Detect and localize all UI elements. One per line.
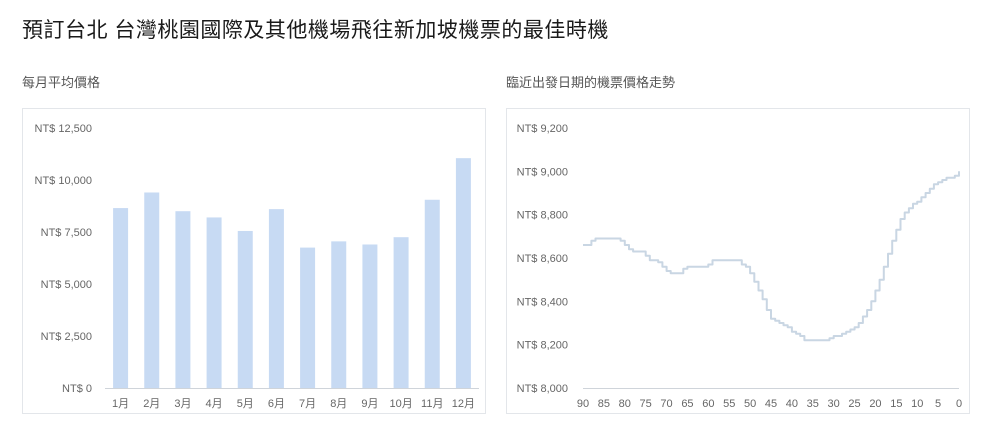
price-trend-line xyxy=(583,171,960,342)
bar-x-tick-label: 3月 xyxy=(174,398,191,410)
line-x-tick-label: 80 xyxy=(619,398,631,410)
line-x-tick-label: 35 xyxy=(807,398,819,410)
bar[interactable] xyxy=(144,192,160,388)
bar-x-tick-label: 6月 xyxy=(268,398,285,410)
page-title: 預訂台北 台灣桃園國際及其他機場飛往新加坡機票的最佳時機 xyxy=(22,19,609,42)
line-chart-title: 臨近出發日期的機票價格走勢 xyxy=(506,75,676,90)
monthly-average-price-chart: NT$ 0 NT$ 2,500 NT$ 5,000 NT$ 7,500 NT$ 10,0… xyxy=(22,108,486,414)
bar[interactable] xyxy=(424,199,440,388)
line-y-tick-label: NT$ 9,200 xyxy=(517,123,568,135)
line-y-tick-label: NT$ 9,000 xyxy=(517,166,568,178)
bar-x-tick-label: 11月 xyxy=(421,398,443,410)
line-x-tick-label: 85 xyxy=(598,398,610,410)
line-y-tick-label: NT$ 8,000 xyxy=(517,383,568,395)
bar[interactable] xyxy=(362,244,378,388)
line-x-tick-label: 60 xyxy=(702,398,714,410)
line-x-tick-label: 25 xyxy=(848,398,860,410)
bar-x-tick-label: 4月 xyxy=(206,398,223,410)
line-x-tick-label: 50 xyxy=(744,398,756,410)
bar-y-tick-label: NT$ 12,500 xyxy=(35,123,92,135)
bar[interactable] xyxy=(331,241,347,388)
line-x-tick-label: 45 xyxy=(765,398,777,410)
line-x-tick-label: 40 xyxy=(786,398,798,410)
line-x-tick-label: 65 xyxy=(681,398,693,410)
bar-chart-svg: NT$ 0 NT$ 2,500 NT$ 5,000 NT$ 7,500 NT$ 10,0… xyxy=(35,123,479,410)
line-y-tick-label: NT$ 8,200 xyxy=(517,340,568,352)
bar[interactable] xyxy=(300,247,316,388)
bar[interactable] xyxy=(113,208,129,388)
bar-y-tick-label: NT$ 0 xyxy=(62,383,92,395)
bar-x-tick-label: 8月 xyxy=(330,398,347,410)
line-x-tick-label: 70 xyxy=(660,398,672,410)
bar[interactable] xyxy=(237,230,253,388)
bar[interactable] xyxy=(206,217,222,388)
bar[interactable] xyxy=(175,211,191,388)
bar-y-tick-label: NT$ 5,000 xyxy=(41,279,92,291)
bar-x-tick-label: 12月 xyxy=(452,398,475,410)
bar-y-tick-label: NT$ 2,500 xyxy=(41,331,92,343)
bar[interactable] xyxy=(455,158,471,388)
line-x-tick-label: 55 xyxy=(723,398,735,410)
line-x-tick-label: 75 xyxy=(640,398,652,410)
bar[interactable] xyxy=(268,209,284,388)
line-y-tick-label: NT$ 8,800 xyxy=(517,210,568,222)
bar-x-tick-label: 1月 xyxy=(112,398,129,410)
bar-x-tick-label: 2月 xyxy=(143,398,160,410)
line-chart-svg: NT$ 8,000 NT$ 8,200 NT$ 8,400 NT$ 8,600 NT$ … xyxy=(517,123,962,410)
line-x-tick-label: 5 xyxy=(935,398,941,410)
line-x-tick-label: 15 xyxy=(890,398,902,410)
line-x-tick-label: 90 xyxy=(577,398,589,410)
line-x-tick-label: 0 xyxy=(956,398,962,410)
line-x-tick-label: 20 xyxy=(869,398,881,410)
bar-y-tick-label: NT$ 7,500 xyxy=(41,227,92,239)
bar-y-tick-label: NT$ 10,000 xyxy=(35,175,92,187)
bar-x-tick-label: 9月 xyxy=(361,398,378,410)
bar-x-tick-label: 5月 xyxy=(237,398,254,410)
bar-chart-title: 每月平均價格 xyxy=(22,75,101,90)
bar-x-tick-label: 10月 xyxy=(389,398,412,410)
line-y-tick-label: NT$ 8,400 xyxy=(517,296,568,308)
bar-x-tick-label: 7月 xyxy=(299,398,316,410)
line-x-tick-label: 10 xyxy=(911,398,923,410)
bar[interactable] xyxy=(393,237,409,388)
price-trend-chart: NT$ 8,000 NT$ 8,200 NT$ 8,400 NT$ 8,600 NT$ … xyxy=(506,108,970,414)
line-x-tick-label: 30 xyxy=(828,398,840,410)
line-y-tick-label: NT$ 8,600 xyxy=(517,253,568,265)
